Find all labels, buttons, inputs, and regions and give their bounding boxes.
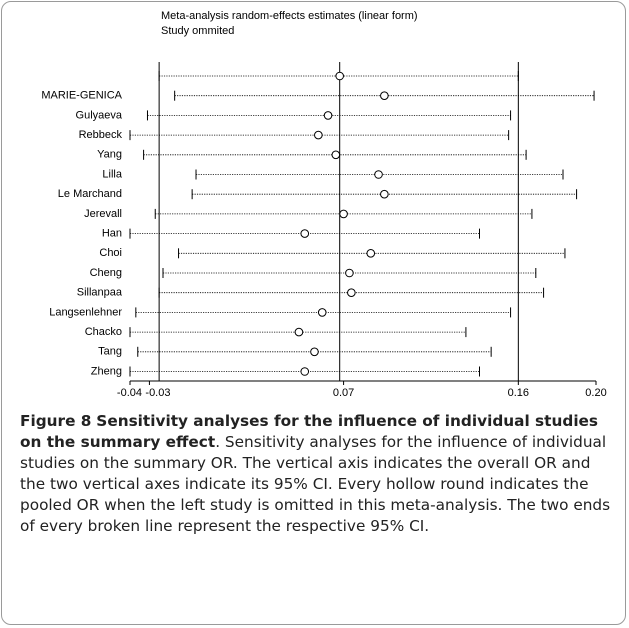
- chart: Meta-analysis random-effects estimates (…: [41, 10, 606, 399]
- study-label: Rebbeck: [79, 129, 123, 141]
- caption-title: Sensitivity analyses for the influence o…: [20, 412, 599, 451]
- study-label: Cheng: [90, 267, 122, 279]
- caption: Figure 8 Sensitivity analyses for the in…: [20, 412, 611, 535]
- estimate-marker: [345, 268, 354, 278]
- estimate-marker: [366, 249, 376, 258]
- x-tick-label: 0.20: [585, 387, 606, 399]
- caption-label: Figure 8: [20, 412, 92, 430]
- study-label: Zheng: [91, 365, 122, 377]
- estimate-marker: [300, 229, 310, 238]
- x-tick-label: -0.04: [117, 387, 142, 399]
- estimate-marker: [310, 347, 319, 357]
- study-label: Tang: [98, 346, 122, 358]
- estimate-marker: [314, 130, 323, 140]
- study-label: Jerevall: [84, 208, 122, 220]
- study-label: Han: [102, 228, 122, 240]
- estimate-marker: [294, 327, 304, 337]
- estimate-marker: [347, 288, 356, 298]
- study-label: Le Marchand: [58, 188, 122, 200]
- estimate-marker: [380, 189, 389, 199]
- estimate-marker: [331, 150, 341, 160]
- estimate-marker: [323, 111, 333, 120]
- estimate-marker: [300, 367, 310, 376]
- estimate-marker: [339, 209, 348, 219]
- estimate-marker: [335, 71, 345, 81]
- estimate-marker: [380, 91, 389, 100]
- x-tick-label: 0.16: [508, 387, 529, 399]
- study-label: Sillanpaa: [77, 287, 123, 299]
- chart-subtitle: Study ommited: [161, 25, 234, 37]
- caption-text: Sensitivity analyses for the influence o…: [20, 433, 611, 535]
- study-label: Choi: [99, 247, 122, 259]
- study-label: Lilla: [102, 168, 122, 180]
- study-label: Yang: [97, 149, 122, 161]
- study-label: Chacko: [85, 326, 122, 338]
- x-tick-label: -0.03: [145, 387, 170, 399]
- study-label: Gulyaeva: [76, 109, 123, 121]
- x-tick-label: 0.07: [333, 387, 354, 399]
- study-label: MARIE-GENICA: [41, 90, 122, 102]
- chart-title: Meta-analysis random-effects estimates (…: [161, 10, 418, 22]
- study-label: Langsenlehner: [49, 306, 122, 318]
- estimate-marker: [374, 170, 383, 179]
- estimate-marker: [317, 308, 327, 317]
